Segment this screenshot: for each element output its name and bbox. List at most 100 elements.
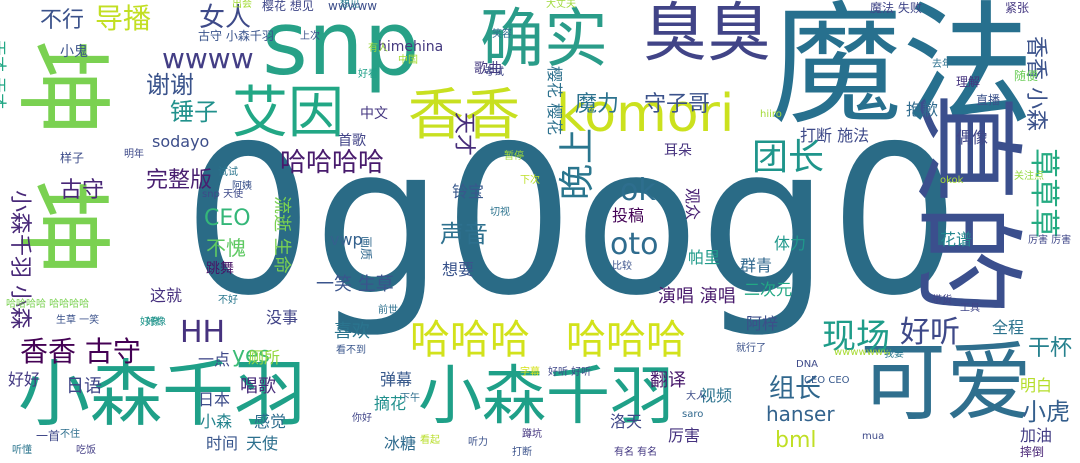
word-lijie: 理解 <box>956 75 981 89</box>
word-hahaha-1: 哈哈哈 <box>410 317 530 363</box>
word-riben: 日本 <box>198 390 231 409</box>
word-xiexie: 谢谢 <box>146 71 194 99</box>
word-erduo: 耳朵 <box>664 143 692 159</box>
word-gushou-xiaosenqianyu: 古守 小森千羽 <box>198 29 274 43</box>
word-queshi: 确实 <box>480 3 608 77</box>
word-ganjue: 感觉 <box>254 412 287 431</box>
word-ouxiang: 偶像 <box>956 128 989 147</box>
word-daren: 大人 <box>686 391 706 402</box>
word-jinzhang: 紧张 <box>1005 1 1030 15</box>
word-ribanyu: 日语 <box>66 376 102 397</box>
word-wwwwwww: wwwwwww <box>834 347 892 358</box>
word-gequ: 歌曲 <box>474 61 502 77</box>
word-gushou-xiangxiang: 切视 <box>490 207 510 218</box>
word-yangzi: 样子 <box>60 151 85 165</box>
word-nihao: 你好 <box>352 413 372 424</box>
word-shengcao-yixiao: 生草 一笑 <box>56 315 100 326</box>
word-haohao: 好好 <box>8 370 41 389</box>
word-caocao: 草草草 <box>1026 148 1061 238</box>
word-xiaosenqianyu-1: 小森千羽 <box>18 352 307 436</box>
word-lihai: 厉害 <box>668 426 701 445</box>
word-xihuan: 喜欢 <box>334 321 370 342</box>
word-youren: 有人 <box>368 43 388 54</box>
word-shengyin: 声音 <box>440 220 488 248</box>
word-ww: 下午 <box>400 393 420 404</box>
word-hiiro: hiiro <box>760 109 782 120</box>
word-zimu: 字幕 <box>520 367 540 378</box>
word-okok: okok <box>940 175 964 186</box>
word-zhibo: 直播 <box>976 93 1001 107</box>
word-mingnian: 明年 <box>124 149 144 160</box>
word-jiayou: 加油 <box>1020 426 1053 445</box>
word-xiaogui: 小鬼 <box>60 44 88 60</box>
word-ganbei: 干杯 <box>1028 336 1073 361</box>
word-buhao: 不好 <box>218 295 238 306</box>
word-aiyin: 艾因 <box>232 81 344 146</box>
word-bingtang: 冰糖 <box>384 434 417 453</box>
word-daobo: 导播 <box>95 2 152 35</box>
word-ayi: 阿姨 <box>232 181 252 192</box>
word-daduan-small: 打断 <box>512 447 532 458</box>
word-yidian: 一点 <box>198 350 231 369</box>
word-danmu: 弹幕 <box>380 370 413 389</box>
word-mofa: 魔法 <box>770 0 1034 143</box>
word-huazhi: 画质 <box>359 236 373 261</box>
word-xiaci: 下次 <box>520 175 540 186</box>
word-dunkeng: 蹲坑 <box>522 429 542 440</box>
word-xiangjian: 想见 <box>340 0 360 10</box>
word-shipin: 视频 <box>700 386 733 405</box>
word-changge: 唱歌 <box>240 376 276 397</box>
word-mua: mua <box>862 431 885 442</box>
word-xiangxiang: 香香 <box>408 83 520 148</box>
word-yes: yes <box>232 343 271 368</box>
word-chuizi: 锤子 <box>170 98 218 126</box>
word-quancheng: 全程 <box>992 318 1025 337</box>
word-qunqing: 群青 <box>740 256 773 275</box>
word-dadan: 打断 施法 <box>800 126 870 145</box>
word-xiangxiang-xiaosen: 香香 小森 <box>1023 36 1048 131</box>
word-shishi: 试试 <box>218 167 238 178</box>
word-bukui: 不愧 <box>206 236 246 260</box>
word-tingdong: 听懂 <box>12 445 32 456</box>
word-xianchang: 现场 <box>822 317 890 357</box>
word-haoxiang-2: 好像 <box>146 317 166 328</box>
word-azi: 阿梓 <box>746 314 779 333</box>
word-haoting-haoting: 好听 好听 <box>548 367 592 378</box>
word-zhejiu: 这就 <box>150 286 183 305</box>
word-zanting: 暂停 <box>504 151 524 162</box>
word-pali: 帕里 <box>688 248 721 267</box>
word-qunian: 去年 <box>932 59 952 70</box>
word-luotian: 洛天 <box>610 412 643 431</box>
word-yixiao: 一笑 生草 <box>316 274 394 295</box>
word-komori: komori <box>556 84 735 144</box>
word-ceo: CEO <box>204 206 251 231</box>
word-guanzhudian: 关注点 <box>1014 171 1044 182</box>
word-bml: bml <box>775 428 817 453</box>
word-kanqi: 看起 <box>420 435 440 446</box>
word-woyao: 我要 <box>884 349 904 360</box>
word-hh: HH <box>180 315 226 350</box>
word-xiangyao: 想要 <box>442 260 475 279</box>
word-snp: snp <box>262 0 420 95</box>
word-mofa-shibai: 魔法 失败 <box>870 1 922 15</box>
word-wwww: wwww <box>162 42 254 75</box>
word-erciyuan: 二次元 <box>744 280 793 299</box>
word-wwwww: wwwww <box>328 0 378 13</box>
word-chuhui: 出会 <box>232 0 252 10</box>
word-liushi: 流逝 生命 <box>271 196 292 274</box>
word-haoting: 好听 <box>900 315 960 350</box>
word-fanyi: 翻译 <box>650 370 686 391</box>
word-wanquanban: 完整版 <box>146 168 213 193</box>
word-qianshi: 前世 <box>378 305 398 316</box>
word-haoxiang: 好像 <box>140 317 160 328</box>
word-zhongguo: 中国 <box>398 55 418 66</box>
word-buxing: 不行 <box>40 8 85 33</box>
word-sodayo: sodayo <box>152 132 210 151</box>
word-zhongwen: 中文 <box>360 106 388 122</box>
word-komori-xiangxiang: 天才 天才 <box>0 40 8 110</box>
word-keai: 可爱 <box>860 333 1032 433</box>
word-shouge: 首歌 <box>338 133 366 149</box>
word-oto: oto <box>610 227 659 262</box>
word-suibian: 随便 <box>1014 69 1039 83</box>
word-tili: 体力 <box>774 234 807 253</box>
